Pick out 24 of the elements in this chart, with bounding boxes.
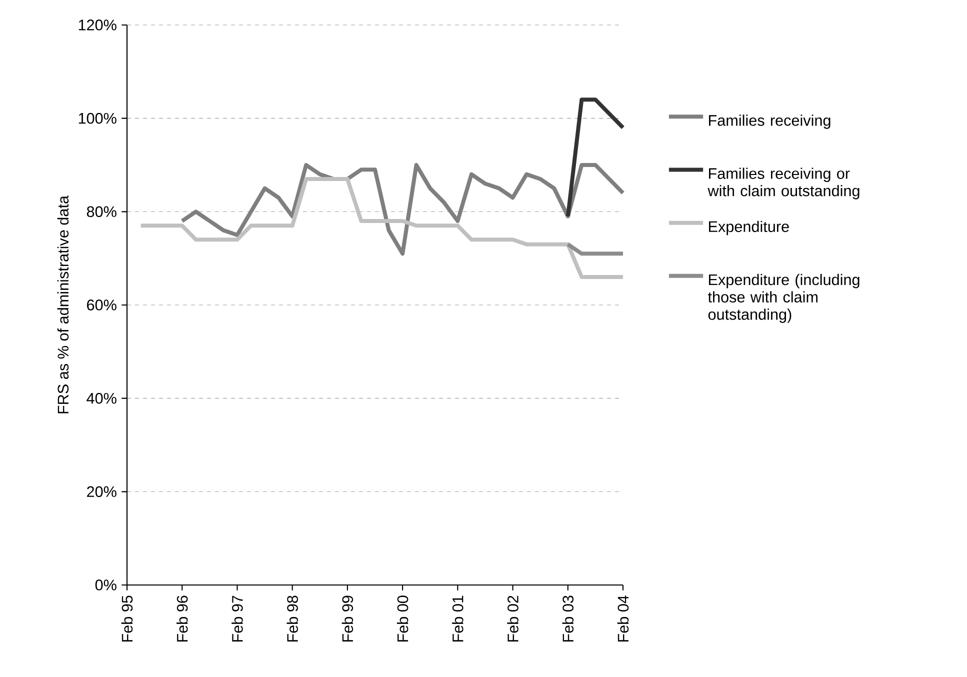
x-tick-label: Feb 03 bbox=[562, 596, 574, 642]
x-tick-label: Feb 97 bbox=[232, 596, 243, 642]
y-tick-label: 80% bbox=[86, 206, 116, 218]
y-axis-title: FRS as % of administrative data bbox=[57, 196, 69, 414]
y-tick-label: 40% bbox=[86, 392, 116, 404]
legend-label: Expenditure bbox=[709, 220, 789, 236]
legend-label: Expenditure (including those with claim outstanding) bbox=[708, 274, 860, 323]
x-tick-label: Feb 04 bbox=[617, 596, 629, 642]
legend-label: Families receiving bbox=[709, 114, 830, 129]
x-tick-label: Feb 01 bbox=[452, 596, 464, 642]
x-tick-label: Feb 95 bbox=[121, 596, 133, 642]
x-tick-label: Feb 00 bbox=[396, 596, 408, 642]
x-tick-label: Feb 99 bbox=[342, 596, 354, 642]
x-tick-label: Feb 96 bbox=[176, 596, 188, 642]
x-tick-label: Feb 98 bbox=[286, 596, 298, 642]
y-tick-label: 100% bbox=[78, 112, 116, 124]
line-series bbox=[180, 162, 625, 256]
line-series bbox=[566, 98, 625, 218]
legend-label: Families receiving or with claim outstanding bbox=[708, 168, 860, 200]
y-tick-label: 20% bbox=[87, 486, 116, 498]
y-tick-label: 0% bbox=[95, 580, 116, 590]
y-tick-label: 120% bbox=[78, 20, 116, 30]
x-tick-label: Feb 02 bbox=[507, 596, 518, 642]
y-tick-label: 60% bbox=[87, 300, 116, 310]
